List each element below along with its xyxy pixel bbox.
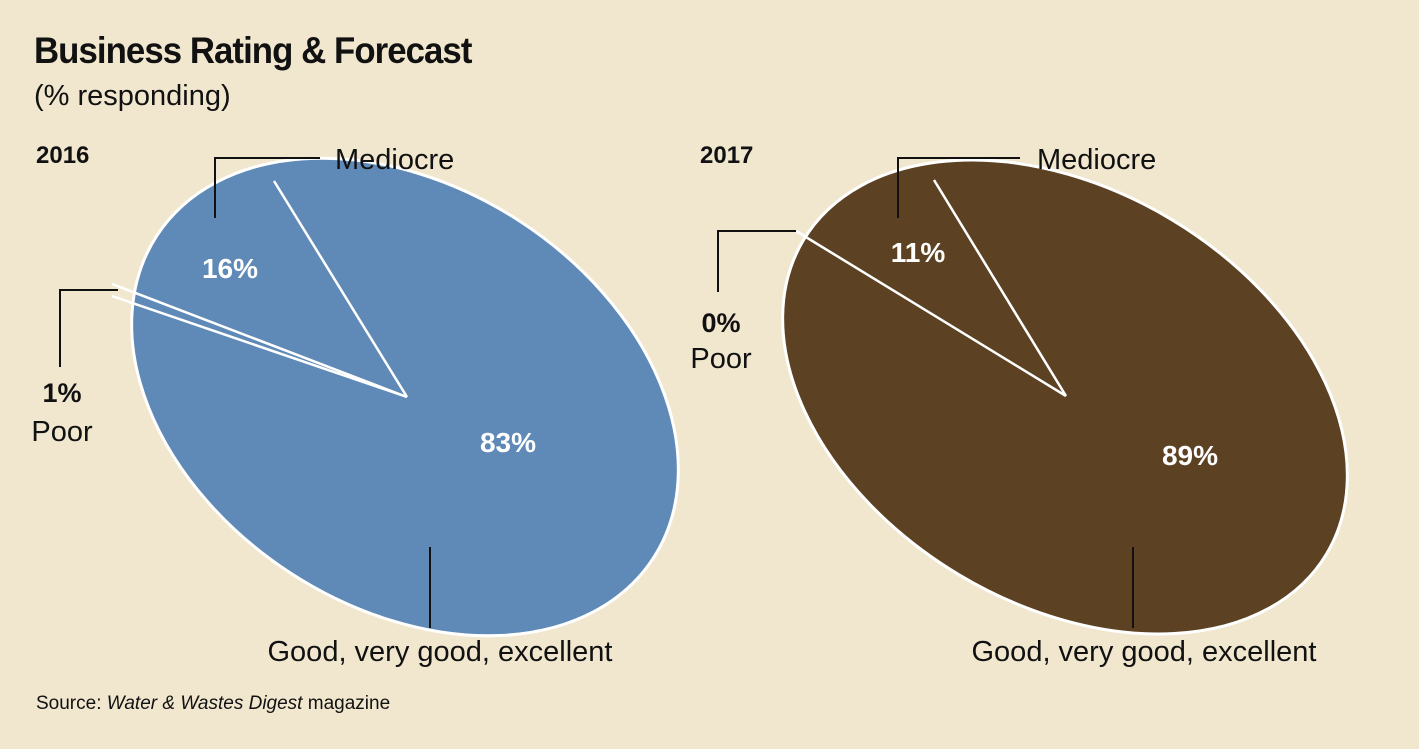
source-suffix: magazine xyxy=(307,693,391,714)
chart-subtitle: (% responding) xyxy=(34,80,231,112)
chart-2017-divider-mediocre xyxy=(932,179,1068,397)
source-note: Source: Water & Wastes Digest magazine xyxy=(36,693,390,715)
chart-2016-poor-leader xyxy=(59,289,118,367)
chart-2016-poor-pct: 1% xyxy=(42,378,81,408)
chart-2016-good-label: Good, very good, excellent xyxy=(268,636,613,668)
chart-2017-body xyxy=(781,158,1349,636)
chart-2017-mediocre-pct: 11% xyxy=(891,237,946,268)
chart-2016-good-pct: 83% xyxy=(480,427,536,458)
chart-2017-mediocre-label: Mediocre xyxy=(1037,144,1156,176)
chart-2017-year: 2017 xyxy=(700,142,753,169)
chart-2016-mediocre-pct: 16% xyxy=(202,253,258,284)
chart-2017-mediocre-leader xyxy=(897,157,1020,218)
chart-2016-mediocre-leader xyxy=(214,157,320,218)
source-prefix: Source: xyxy=(36,693,102,714)
chart-2016-poor-label: Poor xyxy=(31,416,93,448)
chart-2017-divider-poor xyxy=(795,229,1067,398)
chart-2017-poor-leader xyxy=(717,230,796,292)
chart-2017-poor-pct: 0% xyxy=(701,308,740,338)
chart-2016: 2016 16% 83% Mediocre 1% Poor Good, very… xyxy=(31,142,680,668)
chart-2016-year: 2016 xyxy=(36,142,89,169)
chart-2016-divider-mediocre xyxy=(272,180,409,398)
chart-title: Business Rating & Forecast xyxy=(34,30,472,71)
chart-2016-divider-poor-bottom xyxy=(111,294,408,399)
chart-2016-divider-poor-top xyxy=(111,282,408,399)
chart-2017: 2017 11% 89% Mediocre 0% Poor Good, very… xyxy=(690,142,1349,668)
chart-2017-good-label: Good, very good, excellent xyxy=(972,636,1317,668)
chart-2017-good-pct: 89% xyxy=(1162,440,1218,471)
source-publication: Water & Wastes Digest xyxy=(106,693,303,714)
chart-2016-mediocre-label: Mediocre xyxy=(335,144,454,176)
chart-2017-poor-label: Poor xyxy=(690,343,752,375)
